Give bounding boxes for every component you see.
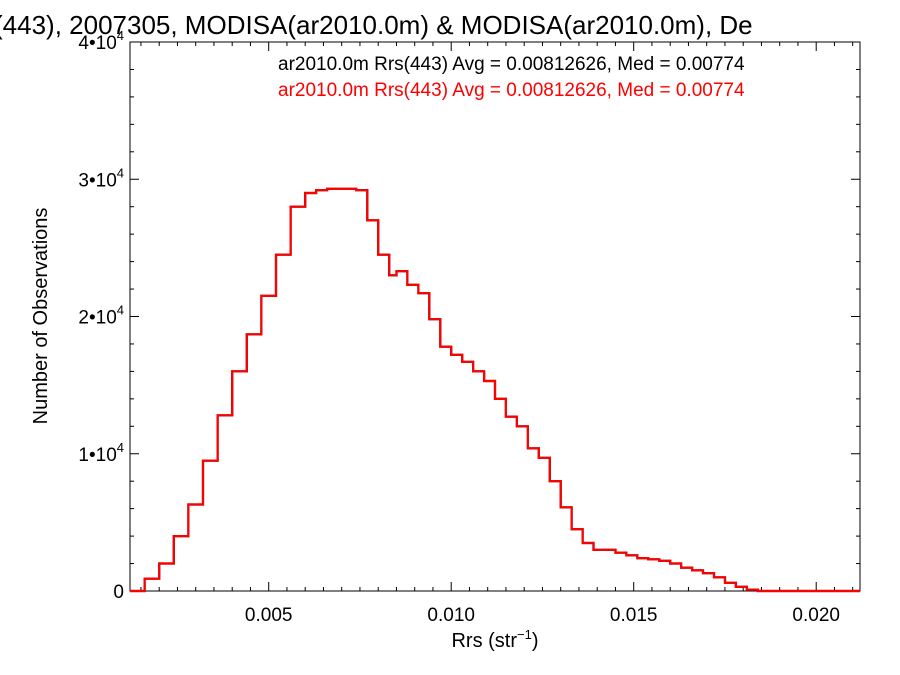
y-tick-label-base: 3•10 <box>78 170 116 191</box>
plot-area <box>129 41 861 593</box>
legend: ar2010.0m Rrs(443) Avg = 0.00812626, Med… <box>278 54 745 101</box>
x-axis-label-exponent: −1 <box>517 627 532 642</box>
y-tick-label-exponent: 4 <box>117 165 124 180</box>
axis-ticks <box>130 41 860 592</box>
y-tick-label: 0 <box>113 582 124 603</box>
y-tick-label-exponent: 4 <box>117 303 124 318</box>
x-axis-label-main: Rrs (str <box>451 630 517 652</box>
y-tick-label-base: 1•10 <box>78 445 116 466</box>
plot-frame <box>129 41 861 592</box>
y-tick-label-base: 2•10 <box>78 308 116 329</box>
y-axis-label: Number of Observations <box>30 208 52 425</box>
series-group <box>130 187 860 593</box>
y-tick-label-exponent: 4 <box>117 28 124 43</box>
y-tick-label: 4•104 <box>78 28 124 54</box>
x-tick-label: 0.005 <box>245 605 293 626</box>
series-line-2 <box>130 187 860 593</box>
y-tick-label: 3•104 <box>78 165 124 191</box>
legend-entry-1: ar2010.0m Rrs(443) Avg = 0.00812626, Med… <box>278 54 745 75</box>
y-tick-label-exponent: 4 <box>117 440 124 455</box>
x-axis-label-close: ) <box>532 630 539 652</box>
x-tick-labels: 0.005 0.010 0.015 0.020 <box>245 605 840 626</box>
x-tick-label: 0.015 <box>610 605 658 626</box>
x-tick-label: 0.020 <box>792 605 840 626</box>
chart-title: (443), 2007305, MODISA(ar2010.0m) & MODI… <box>0 10 753 40</box>
x-tick-label: 0.010 <box>427 605 475 626</box>
x-axis-label: Rrs (str−1) <box>451 627 538 652</box>
y-tick-label: 2•104 <box>78 303 124 329</box>
legend-entry-2: ar2010.0m Rrs(443) Avg = 0.00812626, Med… <box>278 80 745 101</box>
y-tick-label-base: 4•10 <box>78 33 116 54</box>
y-tick-label: 1•104 <box>78 440 124 466</box>
